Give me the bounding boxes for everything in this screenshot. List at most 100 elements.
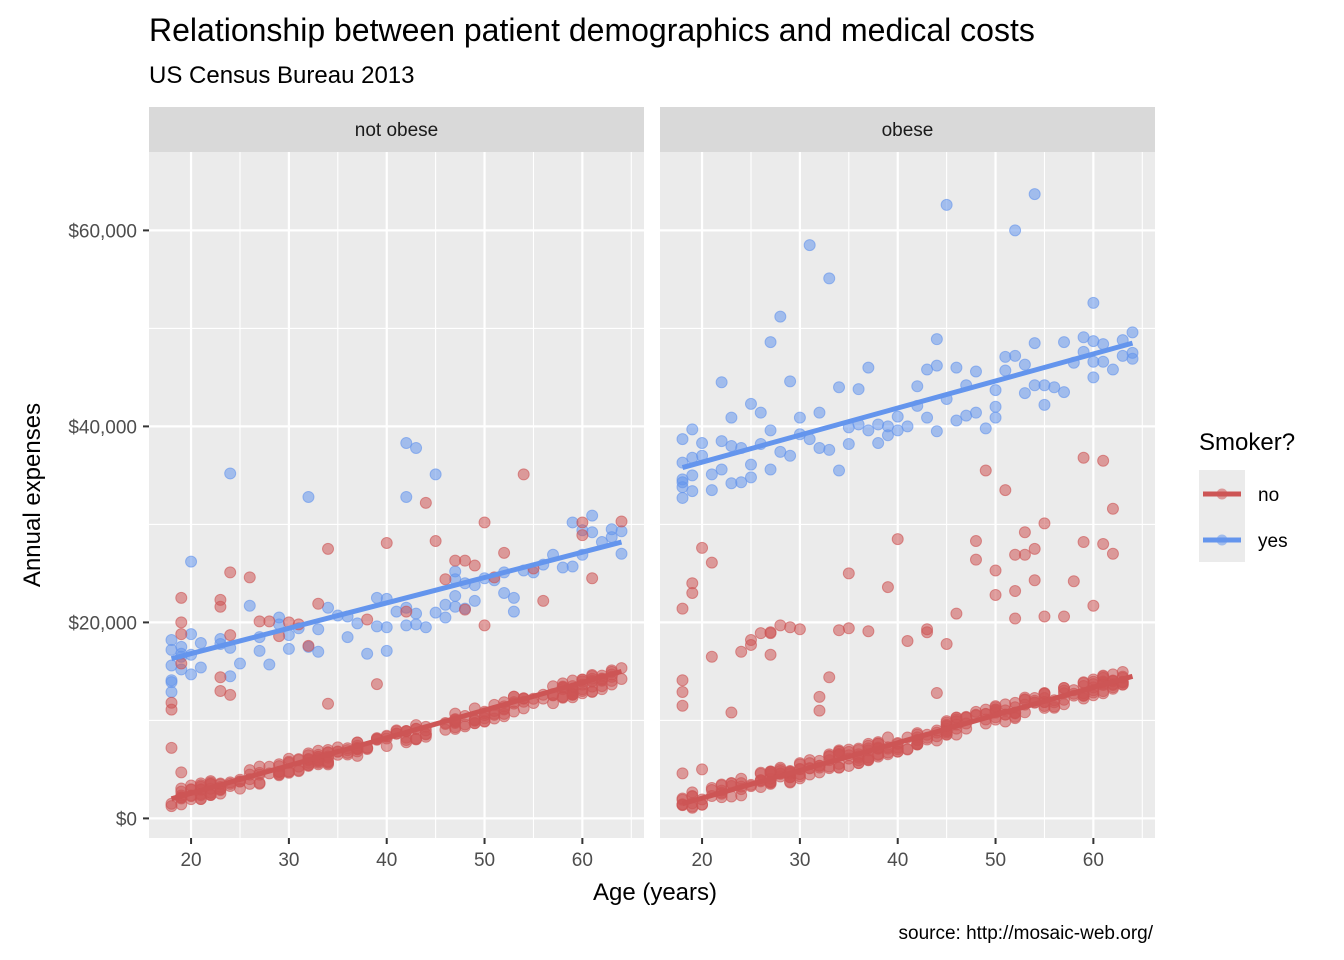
data-point-no (725, 706, 738, 719)
data-point-yes (370, 591, 383, 604)
data-point-yes (989, 400, 1002, 413)
data-point-yes (1126, 352, 1139, 365)
caption: source: http://mosaic-web.org/ (899, 923, 1154, 944)
data-point-no (1038, 517, 1051, 530)
data-point-yes (930, 333, 943, 346)
data-point-yes (969, 365, 982, 378)
data-point-no (969, 535, 982, 548)
data-point-no (400, 605, 413, 618)
data-point-yes (439, 611, 452, 624)
data-point-yes (676, 491, 689, 504)
data-point-yes (1018, 387, 1031, 400)
data-point-no (576, 516, 589, 529)
data-point-no (921, 623, 934, 636)
data-point-yes (911, 380, 924, 393)
x-tick-label: 20 (180, 850, 201, 871)
panel-background (149, 152, 644, 838)
data-point-yes (498, 587, 511, 599)
data-point-yes (615, 547, 628, 560)
data-point-no (833, 624, 846, 637)
data-point-yes (556, 561, 569, 574)
data-point-no (1018, 548, 1031, 561)
data-point-yes (224, 467, 237, 480)
data-point-yes (439, 598, 452, 611)
trend-line-no (170, 668, 623, 802)
data-point-yes (400, 490, 413, 503)
data-point-yes (410, 618, 423, 631)
data-point-no (537, 594, 550, 607)
data-point-no (999, 698, 1012, 711)
data-point-no (1077, 536, 1090, 549)
data-point-no (891, 533, 904, 546)
data-point-yes (312, 645, 325, 658)
data-point-yes (165, 685, 178, 698)
data-point-no (439, 723, 452, 736)
data-point-no (676, 767, 689, 780)
data-point-yes (1018, 358, 1031, 371)
data-point-no (823, 671, 836, 684)
data-point-no (930, 686, 943, 699)
data-point-no (842, 567, 855, 580)
data-point-yes (793, 411, 806, 424)
data-point-no (410, 732, 423, 745)
data-point-no (735, 789, 748, 802)
data-point-no (302, 639, 315, 652)
facet-strip (149, 107, 644, 152)
data-point-no (989, 564, 1002, 577)
data-point-no (793, 623, 806, 636)
data-point-no (322, 697, 335, 710)
data-point-yes (901, 420, 914, 433)
x-tick-label: 60 (1083, 850, 1104, 871)
data-point-yes (380, 644, 393, 657)
data-point-yes (872, 437, 885, 450)
legend-key-point (1216, 534, 1228, 546)
data-point-no (214, 600, 227, 613)
data-point-yes (449, 600, 462, 613)
data-point-no (175, 628, 188, 641)
data-point-no (380, 740, 393, 753)
data-point-no (468, 559, 481, 572)
data-point-yes (813, 406, 826, 419)
data-point-no (950, 607, 963, 620)
data-point-yes (1087, 296, 1100, 309)
data-point-yes (823, 272, 836, 285)
data-point-yes (380, 621, 393, 634)
data-point-no (813, 704, 826, 717)
x-tick-label: 50 (985, 850, 1006, 871)
data-point-no (705, 650, 718, 663)
data-point-yes (735, 476, 748, 489)
data-point-yes (566, 560, 579, 573)
legend-label: no (1258, 485, 1279, 506)
data-point-yes (1028, 188, 1041, 201)
data-point-yes (979, 422, 992, 435)
data-point-no (586, 572, 599, 585)
data-point-yes (185, 668, 198, 681)
data-point-no (175, 591, 188, 604)
data-point-yes (1087, 335, 1100, 348)
data-point-no (686, 587, 699, 599)
data-point-no (1067, 575, 1080, 588)
data-point-yes (507, 605, 520, 618)
data-point-yes (969, 406, 982, 419)
data-point-yes (429, 606, 442, 619)
data-point-yes (881, 429, 894, 442)
data-point-yes (930, 425, 943, 438)
data-point-no (1106, 547, 1119, 560)
data-point-yes (243, 599, 256, 612)
data-point-no (1038, 610, 1051, 623)
panel-background (660, 152, 1155, 838)
data-point-no (615, 515, 628, 528)
x-tick-label: 60 (572, 850, 593, 871)
data-point-yes (960, 409, 973, 422)
data-point-yes (361, 647, 374, 660)
data-point-yes (842, 438, 855, 451)
data-point-no (940, 637, 953, 650)
legend-key-background (1199, 470, 1245, 562)
x-tick-label: 40 (376, 850, 397, 871)
data-point-yes (833, 464, 846, 477)
y-tick-label: $20,000 (68, 613, 137, 634)
data-point-no (989, 588, 1002, 601)
data-point-no (784, 621, 797, 634)
data-point-no (881, 581, 894, 594)
data-point-yes (803, 239, 816, 252)
